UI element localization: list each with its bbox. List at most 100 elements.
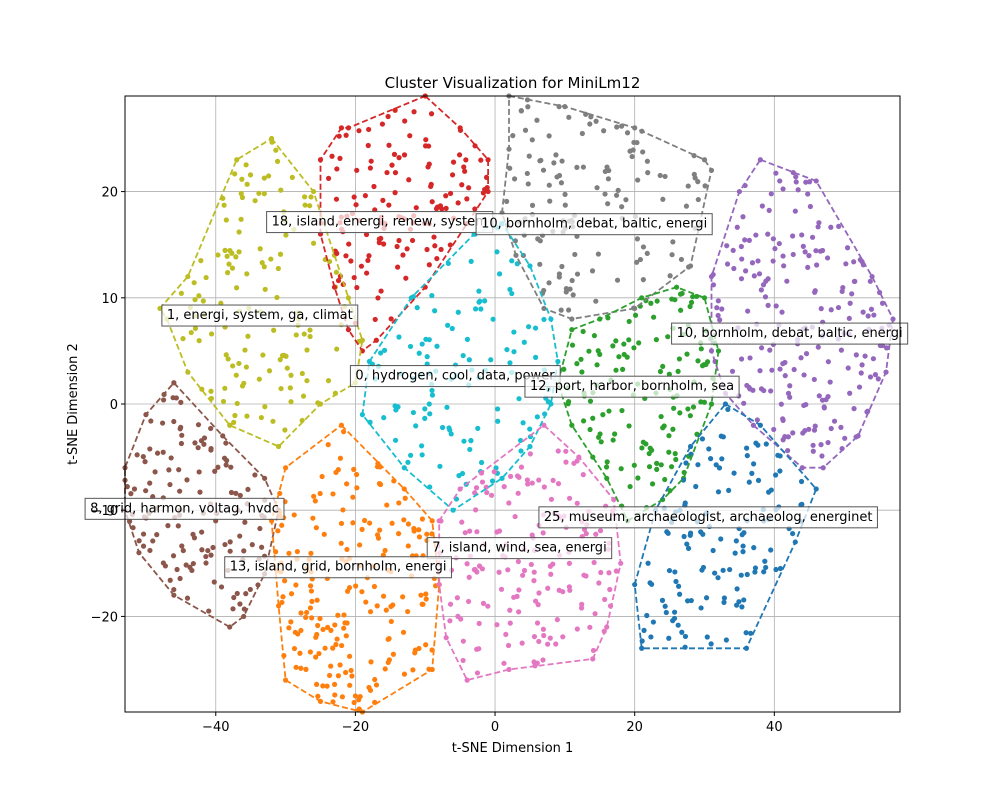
data-point	[382, 547, 388, 554]
data-point	[324, 624, 331, 630]
data-point	[190, 531, 196, 537]
data-point	[242, 347, 248, 353]
data-point	[517, 437, 524, 444]
data-point	[872, 372, 879, 378]
data-point	[613, 367, 619, 373]
data-point	[724, 243, 730, 249]
data-point	[740, 543, 746, 549]
data-point	[333, 469, 339, 475]
data-point	[520, 572, 526, 578]
data-point	[647, 580, 653, 586]
data-point	[230, 606, 236, 612]
data-point	[763, 441, 769, 447]
data-point	[392, 170, 399, 176]
data-point	[606, 570, 612, 576]
axis-ticks: −40 −20 0 20 40 −20 −10 0 10 20	[91, 186, 783, 735]
data-point	[793, 174, 799, 180]
data-point	[546, 133, 552, 139]
data-point	[339, 694, 345, 700]
data-point	[587, 624, 593, 630]
data-point	[619, 204, 625, 210]
data-point	[208, 425, 214, 432]
data-point	[776, 240, 782, 247]
data-point	[545, 641, 551, 647]
data-point	[422, 406, 428, 412]
data-point	[758, 386, 765, 392]
data-point	[514, 593, 520, 599]
data-point	[768, 547, 774, 553]
data-point	[752, 569, 758, 575]
data-point	[825, 439, 831, 446]
data-point	[319, 473, 325, 480]
data-point	[335, 612, 341, 618]
data-point	[326, 672, 333, 679]
data-point	[220, 398, 227, 405]
data-point	[685, 545, 692, 551]
data-point	[563, 289, 569, 295]
data-point	[445, 322, 451, 328]
data-point	[462, 530, 468, 536]
data-point	[416, 527, 422, 533]
data-point	[405, 608, 411, 615]
data-point	[851, 406, 857, 412]
data-point	[275, 265, 281, 272]
data-point	[815, 224, 821, 230]
data-point	[821, 404, 827, 410]
data-point	[534, 660, 540, 666]
data-point	[456, 152, 463, 158]
data-point	[372, 676, 378, 683]
data-point	[227, 248, 233, 254]
data-point	[304, 609, 310, 616]
data-point	[476, 288, 482, 294]
data-point	[853, 352, 859, 358]
data-point	[386, 142, 392, 148]
data-point	[541, 484, 547, 490]
annotation-text: 1, energi, system, ga, climat	[167, 308, 353, 323]
data-point	[494, 622, 500, 628]
annotation-box	[161, 304, 359, 327]
data-point	[320, 683, 326, 689]
data-point	[192, 297, 198, 303]
data-point	[396, 500, 402, 506]
data-point	[288, 399, 294, 405]
data-point	[270, 418, 276, 424]
data-point	[654, 460, 660, 466]
data-point	[422, 415, 428, 421]
data-point	[252, 198, 258, 204]
data-point	[388, 603, 394, 610]
data-point	[531, 634, 538, 640]
data-point	[838, 424, 844, 430]
annotation-box	[224, 556, 452, 579]
data-point	[473, 485, 480, 491]
data-point	[528, 561, 534, 568]
data-point	[325, 442, 331, 448]
data-point	[790, 251, 796, 258]
data-point	[147, 547, 153, 554]
data-point	[695, 179, 701, 185]
data-point	[261, 191, 267, 197]
data-point	[541, 287, 547, 294]
data-point	[485, 157, 491, 163]
data-point	[196, 338, 202, 344]
x-tick-label: 20	[626, 720, 643, 735]
data-point	[541, 632, 547, 639]
data-point	[650, 619, 656, 625]
data-point	[744, 445, 750, 451]
data-point	[302, 202, 308, 208]
data-point	[351, 466, 357, 472]
data-point	[308, 194, 314, 200]
data-point	[710, 547, 716, 554]
data-point	[666, 635, 672, 641]
data-point	[541, 316, 547, 323]
data-point	[738, 276, 745, 282]
y-tick-label: −20	[91, 610, 118, 625]
data-point	[839, 288, 845, 294]
data-point	[288, 619, 294, 625]
data-point	[793, 179, 799, 185]
data-point	[740, 214, 746, 220]
data-point	[532, 354, 539, 360]
data-point	[780, 417, 786, 423]
data-point	[233, 372, 239, 378]
data-point	[602, 191, 608, 197]
data-point	[372, 316, 378, 323]
